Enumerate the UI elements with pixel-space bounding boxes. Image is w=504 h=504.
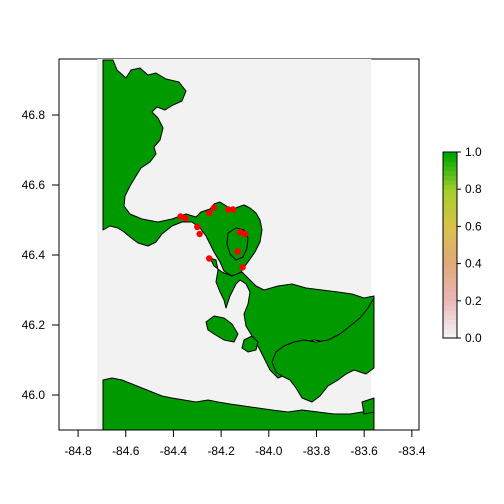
colorbar-swatch xyxy=(443,207,457,214)
point-2 xyxy=(194,223,201,231)
colorbar-swatch xyxy=(443,198,457,204)
x-tick-label: -83.4 xyxy=(398,444,426,458)
colorbar-swatch xyxy=(443,305,457,311)
colorbar-swatch xyxy=(443,226,457,232)
colorbar-swatch xyxy=(443,161,457,167)
point-12 xyxy=(239,264,246,271)
y-tick-label: 46.4 xyxy=(22,248,46,262)
colorbar-swatch xyxy=(443,175,457,181)
colorbar-legend: 0.0 0.2 0.4 0.6 0.8 1.0 xyxy=(442,145,482,345)
land-layer xyxy=(102,59,375,431)
colorbar-swatch xyxy=(443,240,457,246)
point-4 xyxy=(205,209,213,217)
land-polygon xyxy=(102,377,375,431)
point-7 xyxy=(229,206,237,213)
colorbar-swatch xyxy=(443,189,457,195)
point-3 xyxy=(196,230,203,238)
colorbar-swatch xyxy=(443,193,457,200)
land-polygon xyxy=(205,315,239,343)
x-tick-label: -83.8 xyxy=(303,444,331,458)
colorbar-swatch xyxy=(443,268,457,274)
point-9 xyxy=(241,230,249,238)
point-10 xyxy=(234,248,242,255)
colorbar-swatch xyxy=(443,254,457,260)
colorbar-tick-label: 0.2 xyxy=(465,294,482,308)
colorbar-swatch xyxy=(443,231,457,237)
point-11 xyxy=(205,255,213,262)
y-axis: 46.0 46.2 46.4 46.6 46.8 xyxy=(22,108,60,402)
colorbar-tick-label: 1.0 xyxy=(465,145,482,159)
y-tick-label: 46.8 xyxy=(22,108,46,122)
colorbar-frame xyxy=(442,151,458,339)
x-tick-label: -84.8 xyxy=(64,444,92,458)
colorbar-swatch xyxy=(443,282,457,288)
colorbar-swatch xyxy=(443,314,457,320)
colorbar-swatch xyxy=(443,152,457,158)
colorbar-swatch xyxy=(443,165,457,172)
colorbar-swatch xyxy=(443,235,457,241)
colorbar-swatch xyxy=(443,291,457,297)
colorbar-swatch xyxy=(443,300,457,307)
y-tick-label: 46.2 xyxy=(22,318,46,332)
land-polygon xyxy=(361,397,375,415)
x-tick-label: -84.6 xyxy=(112,444,140,458)
colorbar-swatch xyxy=(443,263,457,269)
colorbar-swatch xyxy=(443,249,457,255)
colorbar-tick-label: 0.4 xyxy=(465,257,482,271)
colorbar-swatch xyxy=(443,170,457,176)
colorbar-swatch xyxy=(443,328,457,334)
x-tick-label: -84.2 xyxy=(207,444,235,458)
colorbar-tick-label: 0.0 xyxy=(465,331,482,345)
colorbar-swatch xyxy=(443,221,457,227)
colorbar-tick-label: 0.8 xyxy=(465,182,482,196)
colorbar-swatch xyxy=(443,212,457,218)
colorbar-swatch xyxy=(443,277,457,283)
x-tick-label: -84.4 xyxy=(160,444,188,458)
colorbar-swatch xyxy=(443,217,457,223)
colorbar-tick-label: 0.6 xyxy=(465,219,482,233)
colorbar-swatch xyxy=(443,286,457,293)
colorbar-swatch xyxy=(443,310,457,316)
y-tick-label: 46.6 xyxy=(22,178,46,192)
colorbar-swatch xyxy=(443,296,457,302)
point-5 xyxy=(210,204,218,211)
point-1 xyxy=(182,215,189,222)
colorbar-swatch xyxy=(443,319,457,325)
colorbar-swatch xyxy=(443,179,457,186)
colorbar-swatch xyxy=(443,324,457,330)
colorbar-swatch xyxy=(443,333,457,339)
colorbar-swatch xyxy=(443,258,457,265)
x-axis: -84.8 -84.6 -84.4 -84.2 -84.0 -83.8 -83.6 -83.4 xyxy=(64,429,426,458)
point-6 xyxy=(225,206,232,213)
colorbar-swatch xyxy=(443,156,457,162)
y-tick-label: 46.0 xyxy=(22,388,46,402)
x-tick-label: -84.0 xyxy=(255,444,283,458)
colorbar-swatch xyxy=(443,203,457,209)
land-polygon xyxy=(271,297,375,403)
colorbar-swatch xyxy=(443,184,457,190)
colorbar-swatch xyxy=(443,272,457,279)
colorbar-swatch xyxy=(443,245,457,251)
land-polygon xyxy=(241,335,259,353)
x-tick-label: -83.6 xyxy=(350,444,378,458)
points-layer xyxy=(177,204,249,271)
